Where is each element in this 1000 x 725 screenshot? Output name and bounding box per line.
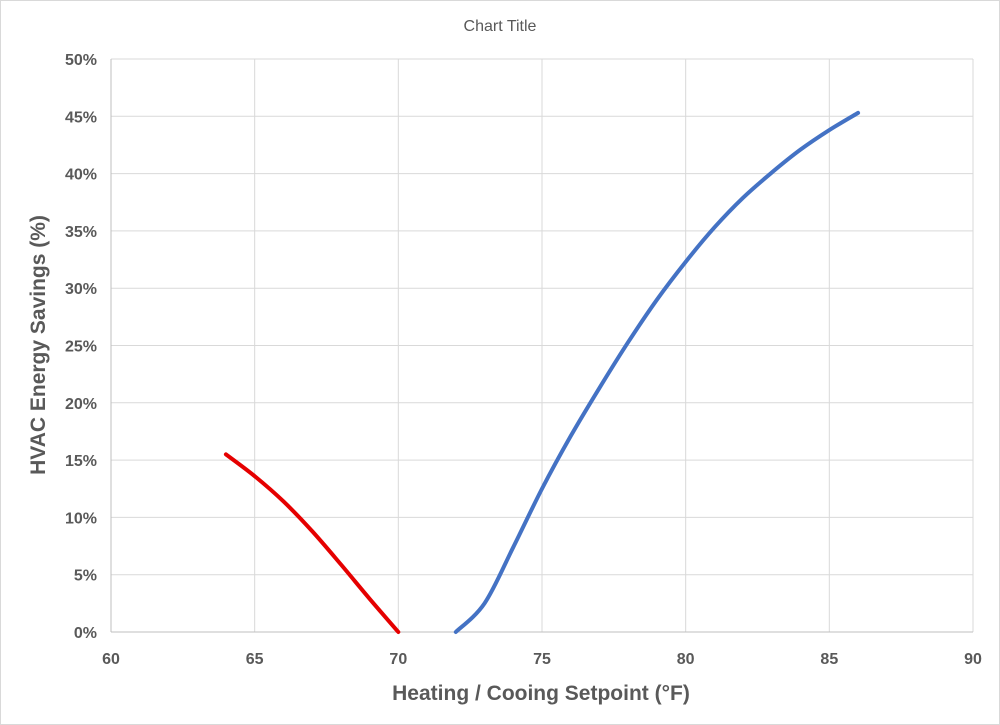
series-line-2 [453, 110, 861, 634]
grid-lines [111, 58, 974, 632]
axes [110, 59, 973, 633]
x-tick-label: 80 [677, 651, 695, 668]
y-tick-label: 50% [65, 52, 97, 69]
x-tick-label: 60 [102, 651, 120, 668]
x-tick-label: 65 [246, 651, 264, 668]
x-tick-labels: 60 65 70 75 80 85 90 [102, 651, 982, 668]
y-tick-labels: 0% 5% 10% 15% 20% 25% 30% 35% 40% 45% 50% [65, 52, 97, 642]
y-tick-label: 25% [65, 339, 97, 356]
y-tick-label: 5% [74, 568, 97, 585]
y-tick-label: 20% [65, 396, 97, 413]
x-tick-label: 85 [820, 651, 838, 668]
x-tick-label: 70 [389, 651, 407, 668]
y-axis-title: HVAC Energy Savings (%) [27, 215, 50, 475]
y-tick-label: 30% [65, 281, 97, 298]
chart-title: Chart Title [464, 18, 537, 35]
y-tick-label: 15% [65, 453, 97, 470]
x-axis-title: Heating / Cooing Setpoint (°F) [392, 682, 690, 705]
y-tick-label: 0% [74, 625, 97, 642]
y-tick-label: 45% [65, 109, 97, 126]
series-line-1 [223, 452, 401, 634]
x-tick-label: 75 [533, 651, 551, 668]
series-lines [223, 110, 861, 634]
y-tick-label: 10% [65, 510, 97, 527]
y-tick-label: 40% [65, 167, 97, 184]
x-tick-label: 90 [964, 651, 982, 668]
y-tick-label: 35% [65, 224, 97, 241]
